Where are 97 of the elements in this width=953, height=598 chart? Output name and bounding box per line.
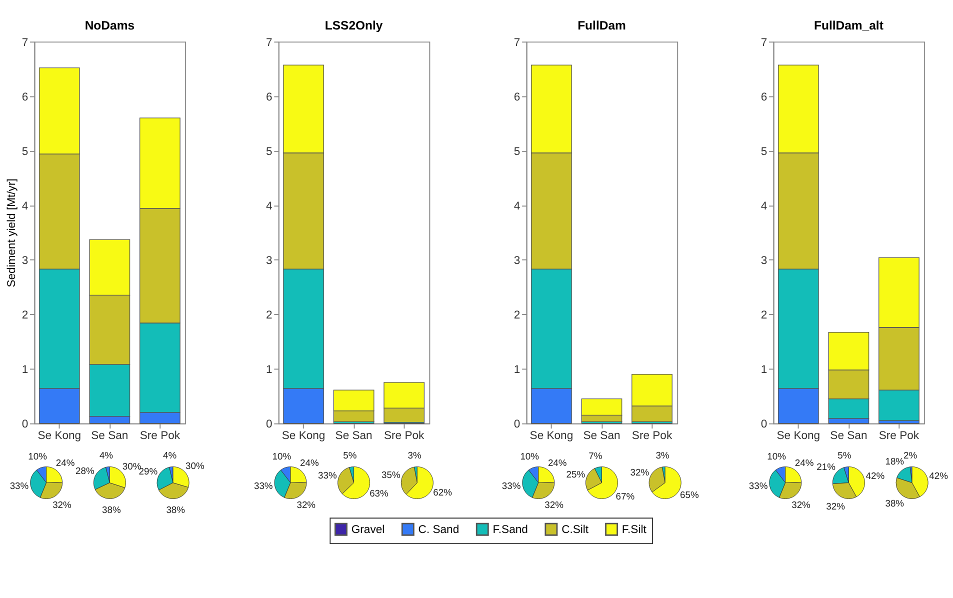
y-tick-label: 4 <box>514 200 520 212</box>
chart-title: NoDams <box>84 18 135 32</box>
y-axis-title: Sediment yield [Mt/yr] <box>6 178 18 288</box>
y-tick-label: 6 <box>760 91 768 104</box>
x-tick-label: Se Kong <box>282 430 326 442</box>
y-tick-label: 2 <box>266 310 272 322</box>
legend-label: C.Silt <box>562 524 590 536</box>
x-tick-label: Sre Pok <box>384 430 425 442</box>
data-label: 5% <box>343 450 358 461</box>
y-tick-label: 7 <box>266 36 272 49</box>
data-label: 3% <box>408 449 422 460</box>
y-tick-label: 0 <box>266 418 272 431</box>
data-label: 30% <box>122 460 142 472</box>
data-label: 30% <box>186 460 205 472</box>
data-label: 42% <box>929 470 949 481</box>
y-tick-label: 4 <box>22 200 28 212</box>
data-label: 28% <box>76 464 95 476</box>
data-label: 3% <box>656 449 670 460</box>
y-tick-label: 5 <box>514 146 520 158</box>
legend-label: C. Sand <box>418 524 460 536</box>
data-label: 33% <box>10 480 30 492</box>
data-label: 25% <box>566 468 586 480</box>
y-tick-label: 7 <box>760 36 768 49</box>
y-tick-label: 6 <box>514 91 520 104</box>
data-label: 32% <box>826 500 846 512</box>
y-tick-label: 3 <box>760 254 768 267</box>
data-label: 5% <box>838 450 852 461</box>
y-tick-label: 1 <box>514 364 520 376</box>
x-tick-label: Sre Pok <box>632 430 672 442</box>
y-tick-label: 5 <box>266 146 272 158</box>
data-label: 38% <box>102 504 122 515</box>
data-label: 33% <box>254 480 274 492</box>
y-tick-label: 2 <box>22 310 28 322</box>
y-tick-label: 0 <box>514 418 520 431</box>
y-tick-label: 0 <box>760 418 768 431</box>
data-label: 32% <box>296 498 316 510</box>
legend-label: F.Silt <box>622 524 648 536</box>
x-tick-label: Se San <box>830 430 868 442</box>
chart-title: FullDam <box>578 18 626 32</box>
data-label: 62% <box>433 486 453 498</box>
data-label: 24% <box>548 456 568 468</box>
y-tick-label: 1 <box>22 364 28 376</box>
data-label: 10% <box>767 450 787 462</box>
data-label: 32% <box>792 498 812 510</box>
y-tick-label: 5 <box>760 146 768 158</box>
x-tick-label: Se San <box>335 430 372 442</box>
data-label: 24% <box>56 456 76 468</box>
y-tick-label: 2 <box>514 310 520 322</box>
x-tick-label: Sre Pok <box>878 430 920 442</box>
y-tick-label: 4 <box>266 200 272 212</box>
data-label: 21% <box>816 461 836 472</box>
y-tick-label: 5 <box>22 146 28 158</box>
data-label: 33% <box>748 480 768 492</box>
y-tick-label: 3 <box>266 254 272 267</box>
data-label: 10% <box>28 450 48 462</box>
data-label: 42% <box>866 470 886 481</box>
data-label: 7% <box>588 450 603 461</box>
data-label: 65% <box>680 488 700 500</box>
y-tick-label: 4 <box>760 200 768 212</box>
y-tick-label: 7 <box>514 36 520 49</box>
y-tick-label: 0 <box>22 418 28 431</box>
data-label: 35% <box>382 468 401 480</box>
data-label: 38% <box>166 504 186 515</box>
data-label: 33% <box>318 470 338 481</box>
data-label: 38% <box>885 498 905 509</box>
y-tick-label: 1 <box>266 364 272 376</box>
data-label: 63% <box>370 487 390 498</box>
x-tick-label: Sre Pok <box>140 430 180 442</box>
chart-title: LSS2Only <box>324 18 383 32</box>
data-label: 10% <box>520 450 540 462</box>
chart-title: FullDam_alt <box>814 18 884 32</box>
data-label: 4% <box>162 449 178 460</box>
y-tick-label: 7 <box>22 36 28 49</box>
legend-label: F.Sand <box>492 524 528 536</box>
legend-label: Gravel <box>351 524 385 536</box>
data-label: 33% <box>502 480 522 492</box>
y-tick-label: 3 <box>22 254 28 267</box>
x-tick-label: Se Kong <box>776 430 820 442</box>
y-tick-label: 6 <box>22 91 28 104</box>
y-tick-label: 3 <box>514 254 520 267</box>
data-label: 24% <box>794 456 814 468</box>
x-tick-label: Se Kong <box>38 430 82 442</box>
y-tick-label: 6 <box>266 91 272 104</box>
data-label: 18% <box>885 456 905 467</box>
data-label: 2% <box>904 449 918 460</box>
data-label: 4% <box>99 449 114 460</box>
data-label: 32% <box>544 498 564 510</box>
data-label: 67% <box>616 490 636 502</box>
data-label: 10% <box>272 450 292 462</box>
data-label: 24% <box>300 456 320 468</box>
y-tick-label: 1 <box>760 364 768 376</box>
x-tick-label: Se San <box>91 430 128 442</box>
x-tick-label: Se San <box>583 430 620 442</box>
data-label: 32% <box>52 498 72 510</box>
x-tick-label: Se Kong <box>530 430 574 442</box>
data-label: 32% <box>630 466 650 478</box>
y-tick-label: 2 <box>760 310 768 322</box>
